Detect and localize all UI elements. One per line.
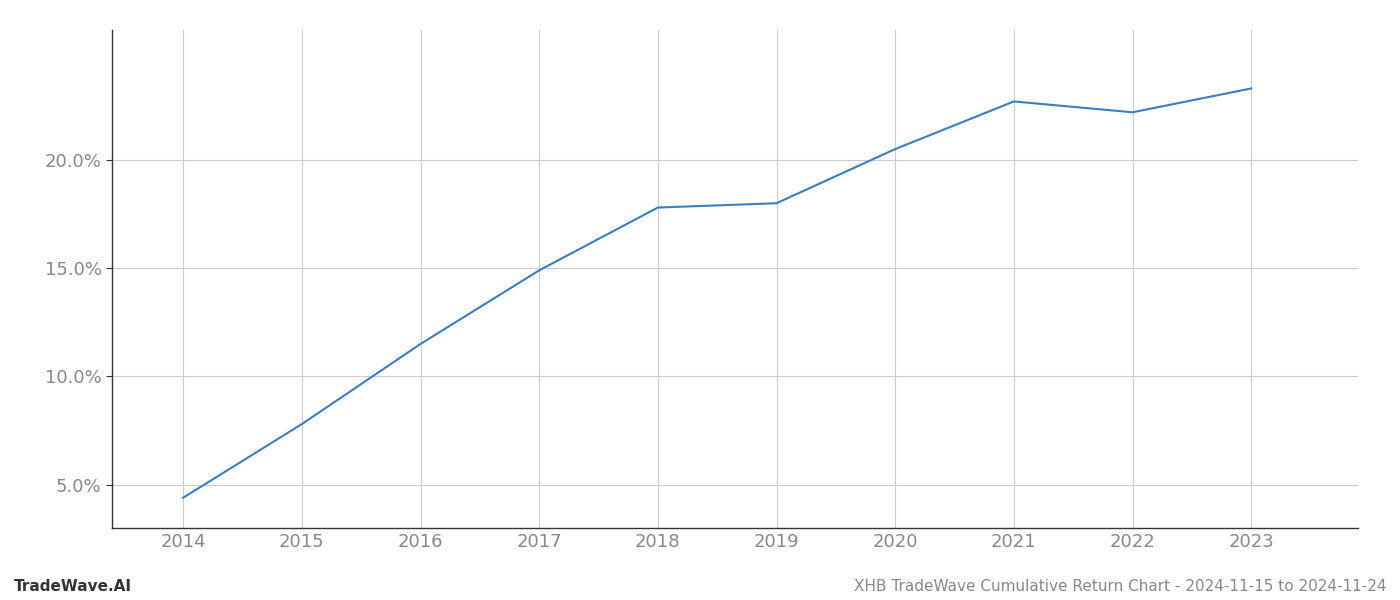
Text: XHB TradeWave Cumulative Return Chart - 2024-11-15 to 2024-11-24: XHB TradeWave Cumulative Return Chart - … [854,579,1386,594]
Text: TradeWave.AI: TradeWave.AI [14,579,132,594]
